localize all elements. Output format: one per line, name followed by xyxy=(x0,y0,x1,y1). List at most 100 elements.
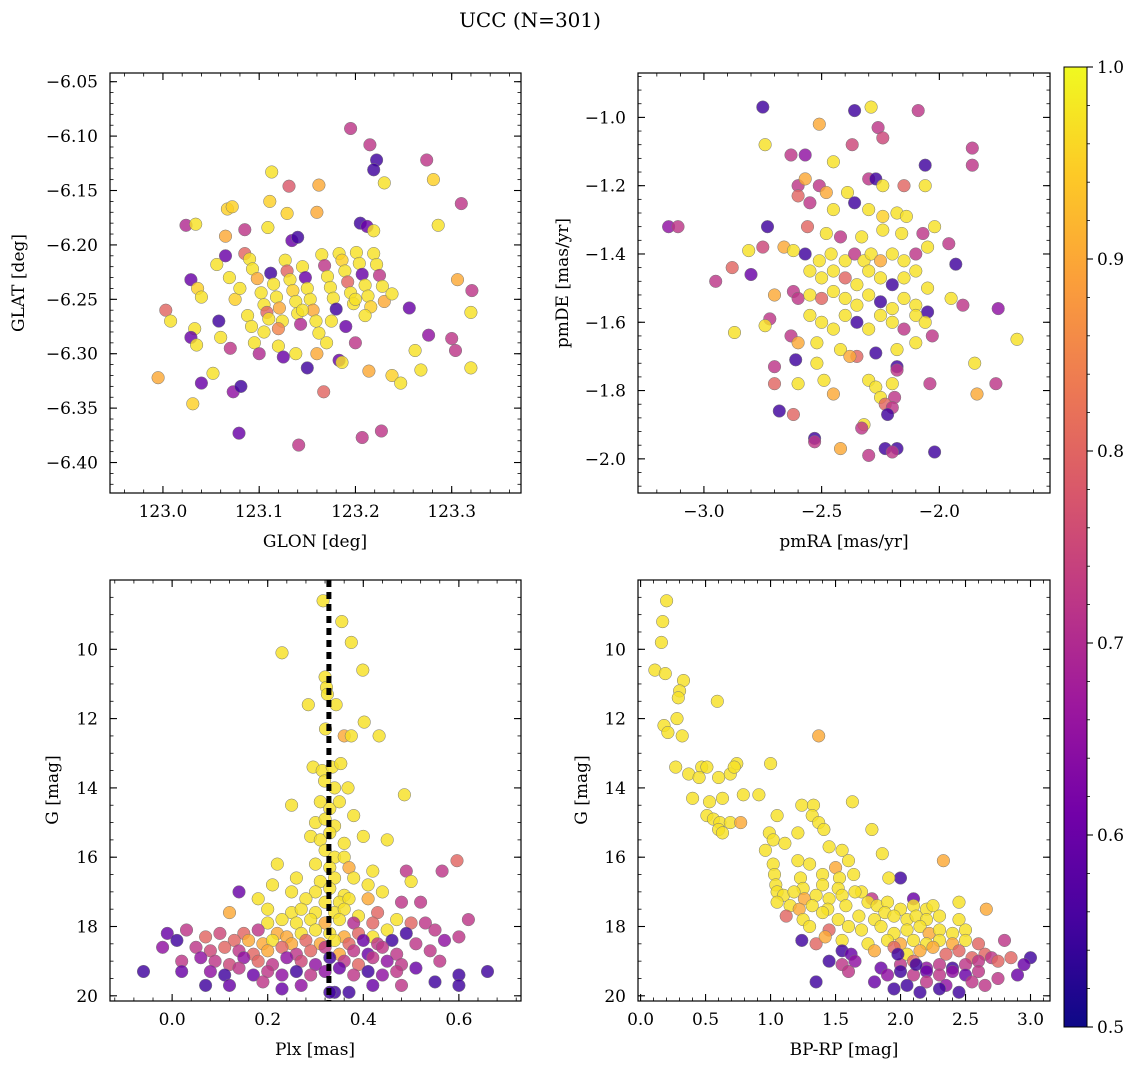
plx-g-point xyxy=(203,964,217,979)
plx-g-point xyxy=(194,951,208,965)
glon-glat-point xyxy=(326,291,340,305)
bprp-g-point xyxy=(926,940,940,954)
bprp-g-point xyxy=(891,947,905,961)
plx-g-point xyxy=(256,975,270,989)
pmra-pmde-point xyxy=(876,131,890,145)
y-tick-label: −2.0 xyxy=(585,450,626,470)
pmra-pmde-point xyxy=(909,247,923,261)
plx-g-point xyxy=(450,854,464,868)
glon-glat-point xyxy=(194,376,208,390)
glon-glat-point xyxy=(257,325,271,339)
pmra-pmde-point xyxy=(812,117,826,131)
plx-g-point xyxy=(301,698,315,712)
pmra-pmde-point xyxy=(928,220,942,234)
plx-g-point xyxy=(218,940,232,954)
pmra-pmde-point xyxy=(956,298,970,312)
bprp-g-point xyxy=(875,847,889,861)
glon-glat-point xyxy=(377,176,391,190)
bprp-g-point xyxy=(991,971,1005,986)
plx-g-point xyxy=(356,829,370,843)
y-tick-label: −6.15 xyxy=(46,182,98,202)
pmra-pmde-point xyxy=(808,435,822,449)
plx-g-point xyxy=(222,978,237,992)
pmra-pmde-point xyxy=(862,203,876,217)
glon-glat-point xyxy=(232,426,246,440)
glon-glat-point xyxy=(310,205,324,219)
pmra-pmde-point xyxy=(965,158,979,172)
pmra-pmde-point xyxy=(767,360,782,374)
plx-g-point xyxy=(316,594,330,608)
plx-g-point xyxy=(347,944,361,958)
plx-g-point xyxy=(308,885,323,899)
pmra-pmde-point xyxy=(758,319,772,333)
bprp-g-point xyxy=(900,978,914,992)
pmra-pmde-point xyxy=(848,247,862,261)
plx-g-point xyxy=(170,933,184,947)
pmra-pmde-point xyxy=(928,445,942,459)
x-tick-label: 0.0 xyxy=(159,1010,186,1030)
pmra-pmde-point xyxy=(803,288,817,302)
plx-g-point xyxy=(375,968,389,982)
pmra-pmde-point xyxy=(840,185,855,200)
glon-glat-point xyxy=(184,273,198,287)
glon-glat-point xyxy=(355,430,369,445)
plx-g-point xyxy=(285,885,299,899)
bprp-g-point xyxy=(867,944,882,958)
y-tick-label: −6.30 xyxy=(46,345,98,365)
pmra-pmde-point xyxy=(916,226,930,241)
bprp-g-point xyxy=(715,791,730,805)
glon-glat-point xyxy=(422,328,436,342)
glon-glat-point xyxy=(394,376,408,390)
x-tick-label: 2.5 xyxy=(952,1010,979,1030)
pmra-pmde-point xyxy=(789,353,803,367)
glon-glat-point xyxy=(218,229,233,243)
bprp-g-point xyxy=(847,867,861,882)
y-axis-label-g-right: G [mag] xyxy=(572,755,592,824)
plx-g-point xyxy=(418,916,432,930)
glon-glat-point xyxy=(159,303,173,317)
axes-frame-plx-g xyxy=(109,579,522,1002)
bprp-g-point xyxy=(841,919,856,934)
bprp-g-point xyxy=(727,760,741,774)
glon-glat-point xyxy=(298,271,312,285)
pmra-pmde-point xyxy=(897,271,911,285)
glon-glat-point xyxy=(303,292,317,306)
bprp-g-point xyxy=(764,757,778,771)
plx-g-point xyxy=(390,964,404,979)
pmra-pmde-point xyxy=(873,295,888,309)
pmra-pmde-point xyxy=(798,247,812,261)
bprp-g-point xyxy=(971,964,986,979)
plx-g-point xyxy=(394,895,409,909)
pmra-pmde-point xyxy=(819,226,833,241)
pmra-pmde-point xyxy=(826,264,840,278)
pmra-pmde-point xyxy=(756,240,770,254)
plx-g-point xyxy=(409,937,423,951)
bprp-g-point xyxy=(752,788,766,802)
bprp-g-point xyxy=(952,913,966,927)
bprp-g-point xyxy=(952,895,966,909)
pmra-pmde-point xyxy=(845,138,859,152)
x-tick-label: 1.5 xyxy=(822,1010,849,1030)
glon-glat-point xyxy=(233,281,247,295)
plx-g-point xyxy=(437,933,452,947)
plx-g-point xyxy=(394,978,409,992)
bprp-g-point xyxy=(874,919,888,934)
glon-glat-point xyxy=(310,347,324,361)
plx-g-point xyxy=(361,878,375,892)
pmra-pmde-point xyxy=(786,407,800,422)
pmra-pmde-point xyxy=(890,363,904,377)
plx-g-point xyxy=(275,968,289,982)
bprp-g-point xyxy=(795,933,809,947)
plx-g-point xyxy=(452,930,466,944)
bprp-g-point xyxy=(787,885,801,899)
bprp-g-point xyxy=(692,770,706,785)
y-tick-label: −1.4 xyxy=(585,245,626,265)
plx-g-point xyxy=(332,961,346,975)
bprp-g-point xyxy=(841,854,856,868)
glon-glat-point xyxy=(271,339,285,353)
y-tick-label: −1.2 xyxy=(585,177,626,197)
colorbar-tick-label: 1.0 xyxy=(1097,58,1124,78)
pmra-pmde-point xyxy=(800,220,815,234)
plx-g-point xyxy=(261,944,275,958)
pmra-pmde-point xyxy=(758,138,772,152)
